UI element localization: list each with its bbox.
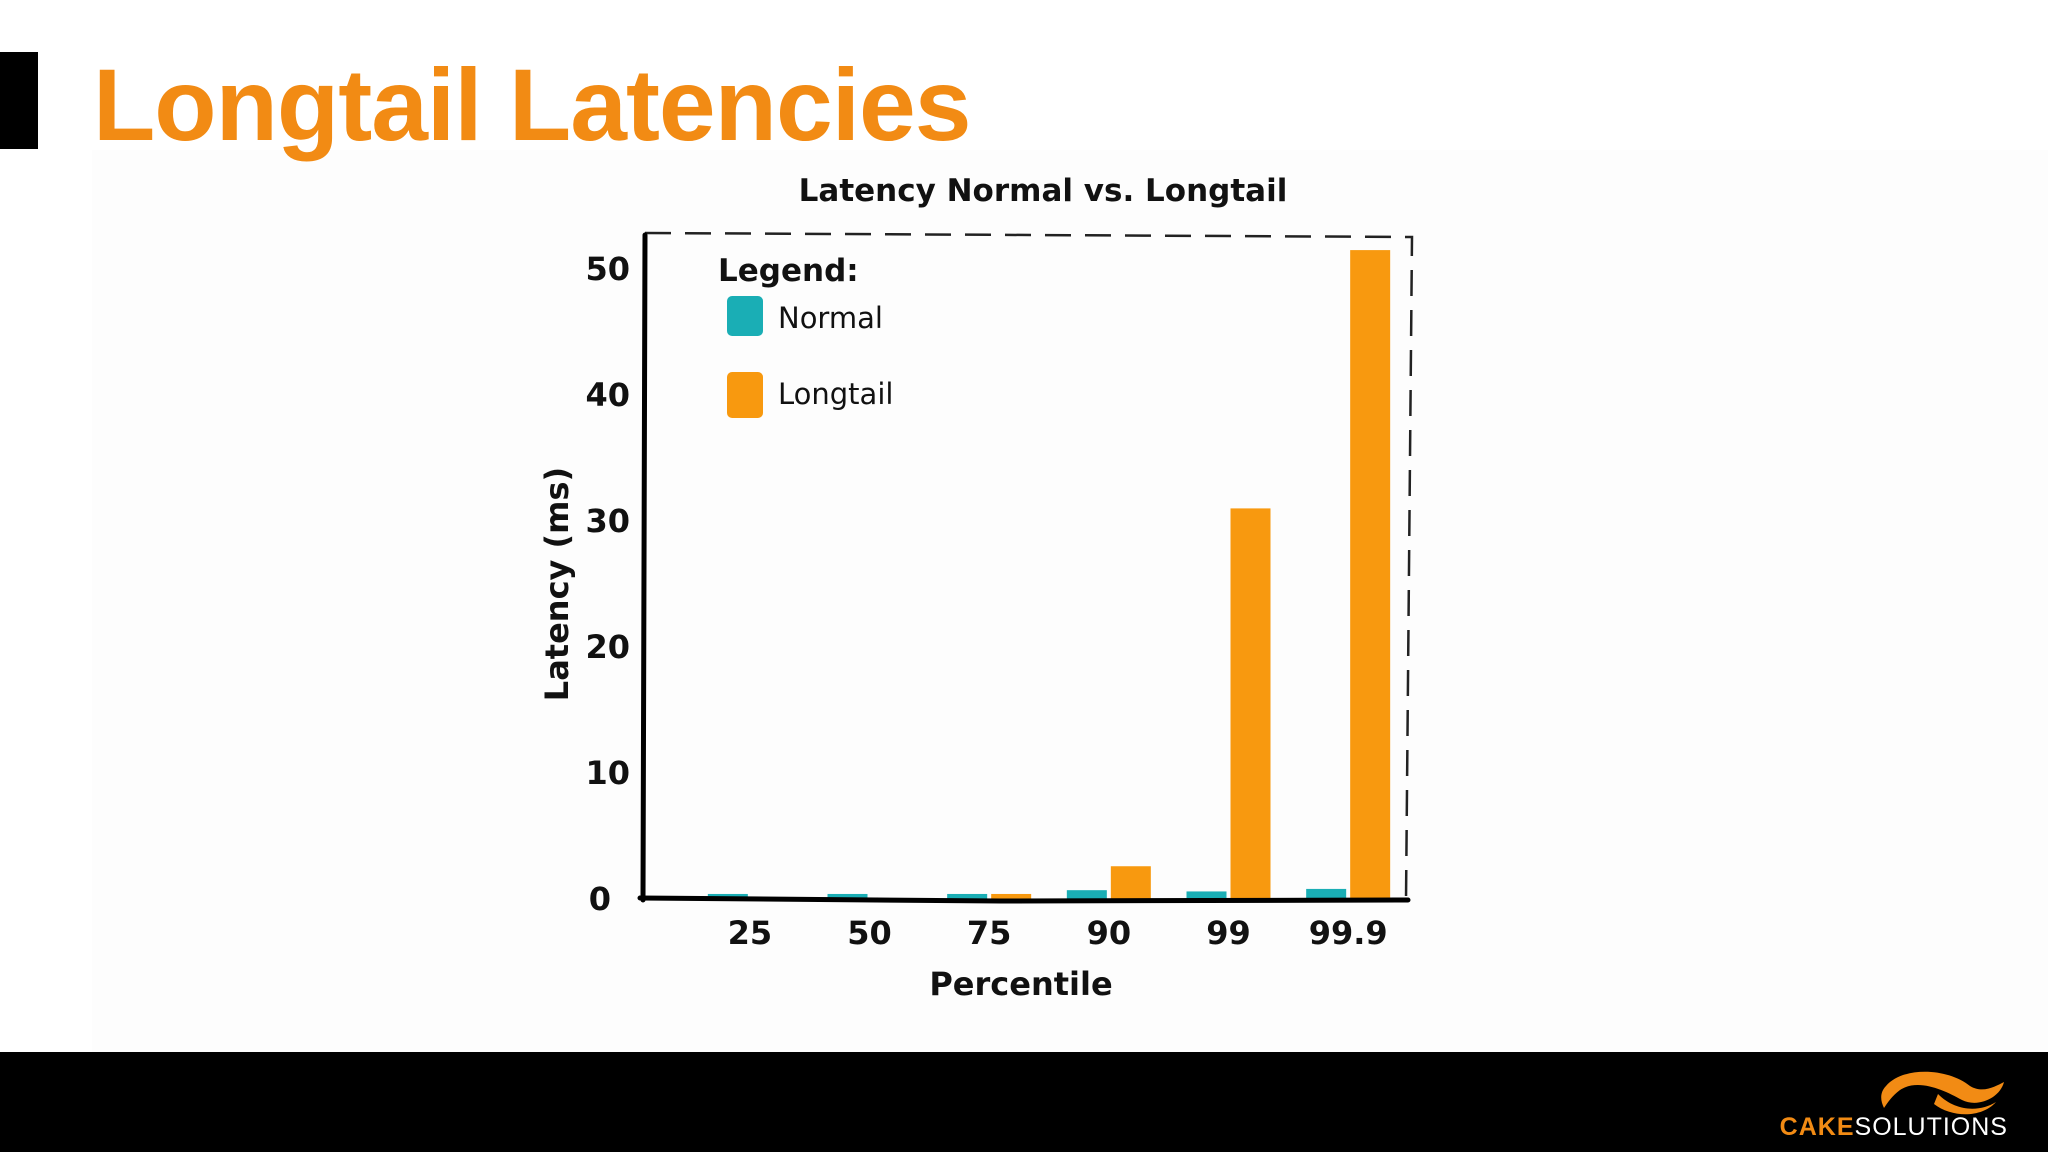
bar-normal-50 (827, 893, 868, 899)
company-logo: CAKESOLUTIONS (1758, 1064, 2008, 1144)
slide-title: Longtail Latencies (93, 48, 971, 162)
y-tick-label: 10 (585, 754, 630, 792)
y-tick-labels: 0 10 20 30 40 50 (585, 250, 630, 918)
bar-longtail-90 (1110, 866, 1151, 899)
y-axis-line (640, 232, 648, 903)
chart-frame-dashed (644, 231, 1414, 901)
x-tick-label: 50 (847, 914, 892, 952)
bar-normal-99 (1186, 891, 1227, 899)
footer-bar: CAKESOLUTIONS (0, 1052, 2048, 1152)
legend-swatch-longtail (727, 372, 763, 418)
y-tick-label: 40 (585, 376, 630, 414)
x-tick-label: 25 (728, 914, 773, 952)
legend-label-normal: Normal (778, 301, 883, 335)
x-tick-label: 99 (1206, 914, 1251, 952)
chart-title: Latency Normal vs. Longtail (799, 173, 1288, 209)
logo-wordmark: CAKESOLUTIONS (1779, 1113, 2008, 1141)
y-tick-label: 20 (585, 628, 630, 666)
legend-title: Legend: (718, 253, 859, 289)
cake-solutions-swoosh-icon (1881, 1071, 2004, 1115)
bar-longtail-99.9 (1350, 250, 1391, 900)
bar-normal-90 (1066, 890, 1107, 899)
bar-longtail-99 (1230, 508, 1271, 899)
title-accent-bar (0, 52, 38, 149)
y-tick-label: 50 (585, 250, 630, 288)
y-axis-label: Latency (ms) (538, 467, 576, 701)
legend: Normal Longtail (727, 296, 893, 418)
legend-label-longtail: Longtail (778, 377, 893, 411)
x-tick-label: 99.9 (1309, 914, 1388, 952)
legend-swatch-normal (727, 296, 763, 336)
x-axis-label: Percentile (929, 965, 1112, 1003)
y-tick-label: 30 (585, 502, 630, 540)
x-axis-line (637, 895, 1411, 904)
x-tick-label: 75 (967, 914, 1012, 952)
x-tick-label: 90 (1087, 914, 1132, 952)
bar-normal-75 (947, 893, 988, 899)
bars-group (707, 250, 1391, 900)
y-tick-label: 0 (589, 880, 611, 918)
bar-longtail-75 (991, 893, 1032, 899)
bar-normal-99.9 (1306, 888, 1347, 899)
latency-bar-chart: Latency Normal vs. Longtail 01020304050 … (538, 173, 1414, 1003)
x-tick-labels: 25 50 75 90 99 99.9 (728, 914, 1388, 952)
